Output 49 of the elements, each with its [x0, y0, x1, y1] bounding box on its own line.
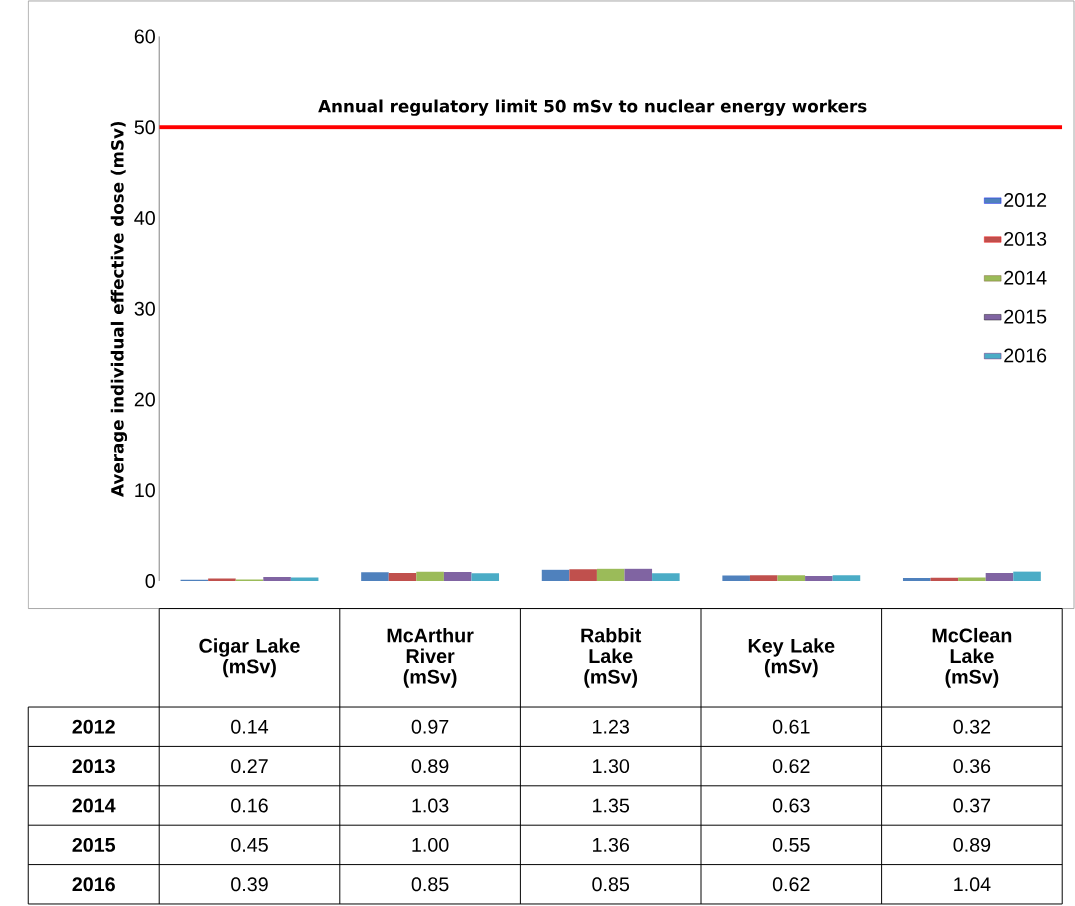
- y-tick-label: 60: [134, 29, 155, 44]
- data-label: 1.35: [593, 798, 630, 813]
- data-label: 0.97: [411, 719, 449, 734]
- data-label: 0.85: [411, 877, 449, 892]
- x-tick-label: Key Lake (mSv): [748, 638, 835, 678]
- data-label: 0.85: [592, 877, 630, 892]
- data-label: 0.55: [772, 837, 810, 852]
- data-label: 1.00: [412, 837, 449, 852]
- data-label: 0.89: [953, 837, 991, 852]
- x-tick-label: Rabbit Lake (mSv): [581, 627, 642, 688]
- data-label: 0.16: [231, 798, 268, 813]
- text: 2013: [72, 759, 115, 774]
- legend-label: 2013: [1004, 231, 1047, 246]
- y-tick-label: 40: [134, 211, 155, 225]
- data-label: 0.27: [231, 759, 268, 774]
- data-label: 1.36: [593, 837, 629, 852]
- data-label: 0.61: [772, 719, 810, 734]
- data-label: 0.32: [953, 719, 991, 734]
- y-axis-title: Average individual effective dose (mSv): [110, 121, 128, 497]
- ref-line-label: Annual regulatory limit 50 mSv to nuclear energy workers: [318, 99, 867, 116]
- legend-label: 2016: [1004, 348, 1047, 363]
- text: 2015: [72, 837, 116, 852]
- y-tick-label: 30: [134, 301, 155, 316]
- legend-label: 2014: [1004, 270, 1047, 285]
- data-label: 1.30: [593, 759, 630, 774]
- data-label: 1.03: [412, 798, 449, 813]
- data-label: 0.63: [772, 798, 810, 813]
- y-tick-label: 10: [135, 483, 155, 498]
- data-label: 0.45: [231, 837, 268, 852]
- text: 2016: [72, 877, 115, 892]
- data-label: 0.14: [231, 719, 269, 734]
- x-tick-label: McArthur River (mSv): [387, 627, 474, 688]
- data-label: 0.62: [772, 877, 810, 892]
- y-tick-label: 50: [134, 120, 155, 135]
- text: 2012: [72, 719, 115, 734]
- data-label: 0.62: [772, 759, 810, 774]
- data-label: 0.37: [953, 798, 991, 813]
- data-label: 1.23: [593, 719, 629, 734]
- data-label: 0.39: [231, 877, 268, 892]
- text: 2014: [72, 798, 116, 813]
- y-tick-label: 0: [145, 574, 155, 588]
- data-label: 1.04: [954, 877, 991, 892]
- data-label: 0.36: [953, 759, 991, 774]
- y-tick-label: 20: [134, 392, 155, 407]
- x-tick-label: McClean Lake (mSv): [932, 627, 1012, 688]
- legend-label: 2012: [1004, 193, 1047, 208]
- legend-label: 2015: [1004, 309, 1047, 324]
- x-tick-label: Cigar Lake (mSv): [199, 638, 300, 678]
- data-label: 0.89: [411, 759, 449, 774]
